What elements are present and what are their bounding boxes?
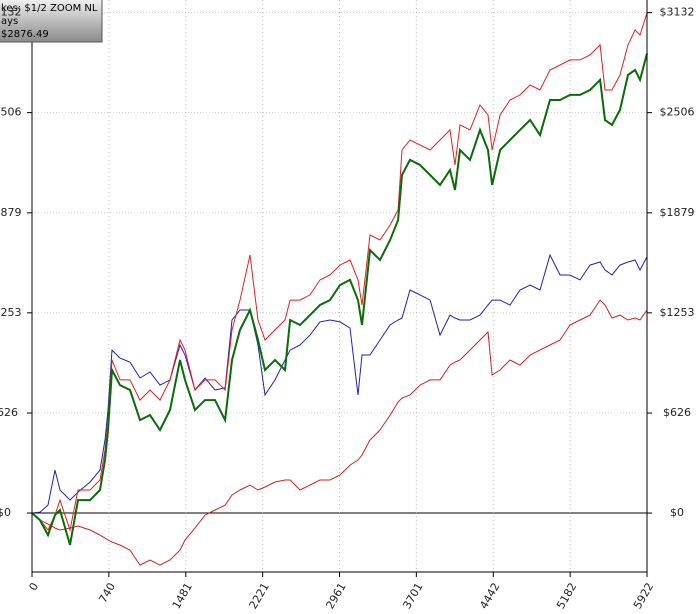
y-tick-label: $2506	[660, 106, 695, 119]
data-line	[31, 53, 648, 546]
y-tick-label: $1253	[660, 306, 695, 319]
y-tick-label: $0	[0, 506, 11, 519]
y-tick-label: $626	[0, 406, 18, 419]
plot	[31, 12, 648, 566]
legend-text: $2876.49	[1, 29, 49, 40]
y-tick-label: $0	[670, 506, 684, 519]
y-tick-label: $626	[663, 406, 691, 419]
y-tick-label: $3132	[0, 6, 22, 19]
y-tick-label: $2506	[0, 106, 22, 119]
data-line	[31, 299, 648, 566]
legend-text: ays	[1, 16, 18, 27]
legend: kes: $1/2 ZOOM NL ays $2876.49	[0, 0, 103, 43]
y-tick-label: $3132	[660, 6, 695, 19]
legend-text: kes: $1/2 ZOOM NL	[1, 3, 98, 14]
y-tick-label: $1253	[0, 306, 22, 319]
data-line	[31, 12, 648, 532]
data-line	[31, 253, 648, 514]
y-tick-label: $1879	[660, 206, 695, 219]
y-tick-label: $1879	[0, 206, 22, 219]
legend-box	[0, 0, 103, 43]
